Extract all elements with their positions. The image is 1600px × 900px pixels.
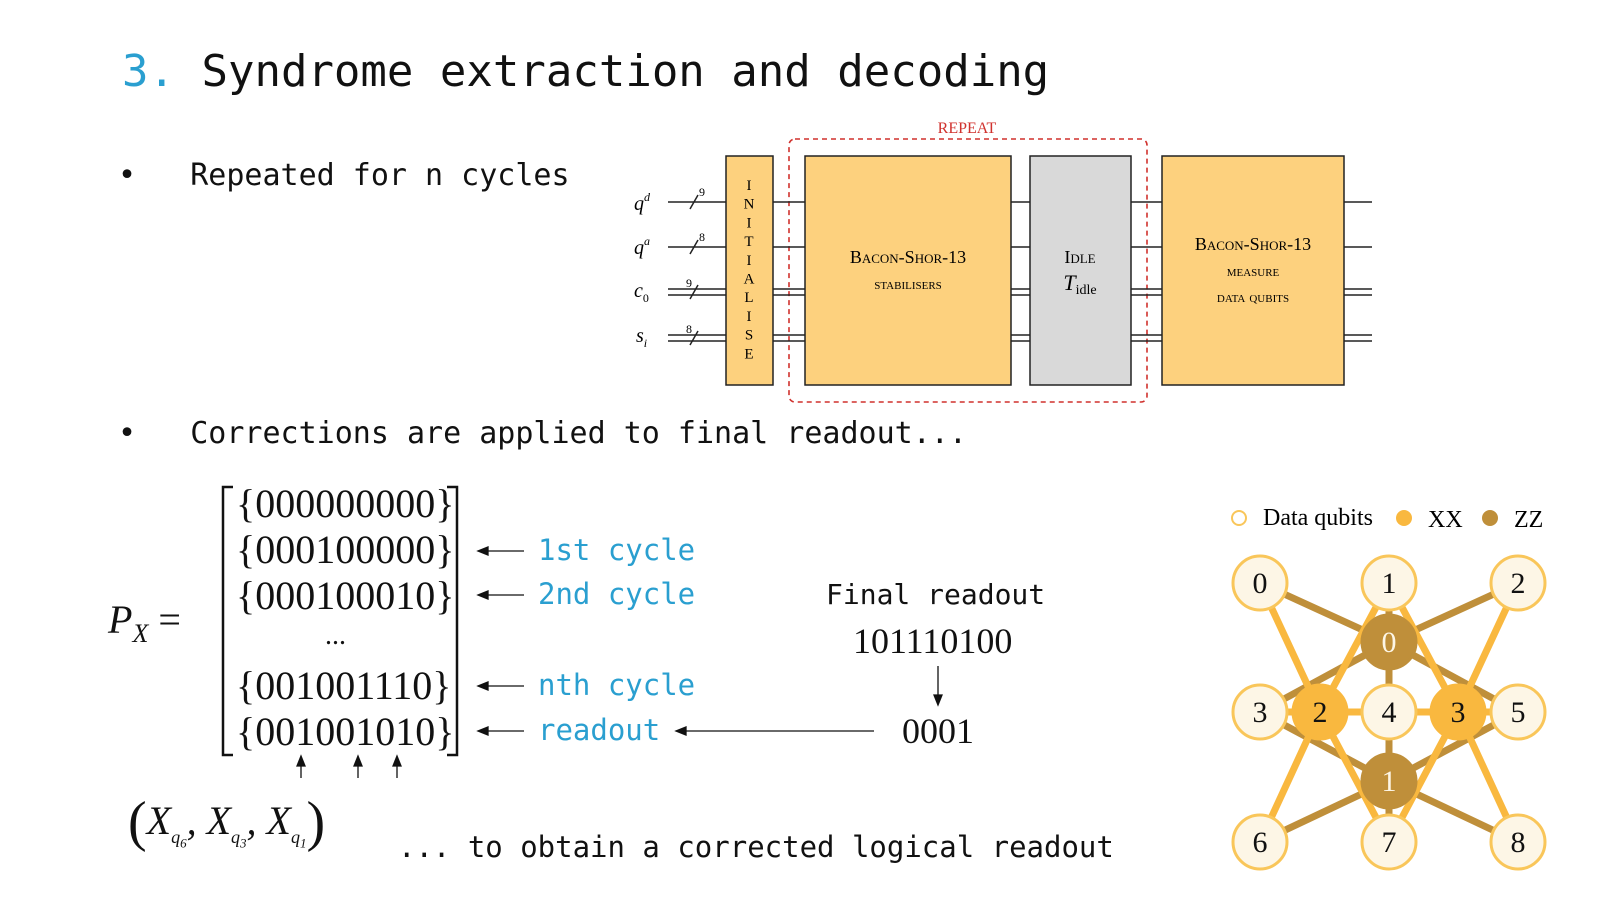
zz-stabiliser-label: 0 bbox=[1382, 626, 1397, 659]
data-qubit bbox=[1231, 683, 1289, 741]
repeat-region bbox=[788, 138, 1148, 403]
data-qubit bbox=[1489, 554, 1547, 612]
measure-line2: measure bbox=[1227, 263, 1280, 280]
bullet-1: • Repeated for n cycles bbox=[118, 158, 570, 193]
data-qubit bbox=[1489, 683, 1547, 741]
slide-title: 3. Syndrome extraction and decoding bbox=[122, 46, 1049, 97]
svg-text:9: 9 bbox=[686, 276, 692, 290]
matrix-brackets bbox=[221, 485, 459, 757]
data-qubit bbox=[1489, 813, 1547, 871]
legend-data-label: Data qubits bbox=[1263, 505, 1373, 531]
svg-text:8: 8 bbox=[699, 230, 705, 244]
data-qubit bbox=[1231, 813, 1289, 871]
matrix-lhs: PX = bbox=[108, 597, 181, 648]
data-qubit-label: 5 bbox=[1511, 696, 1526, 729]
final-readout-label: Final readout bbox=[826, 578, 1046, 611]
label-2nd-cycle: 2nd cycle bbox=[538, 577, 696, 611]
idle-time: Tidle bbox=[1063, 270, 1096, 298]
wire-label-qa: qa bbox=[634, 234, 650, 259]
data-qubit bbox=[1360, 683, 1418, 741]
data-qubit-label: 3 bbox=[1253, 696, 1268, 729]
label-1st-cycle: 1st cycle bbox=[538, 533, 696, 567]
wire-labels: qd qa c0 si bbox=[634, 190, 651, 350]
stabilisers-subtitle: stabilisers bbox=[874, 276, 942, 293]
measure-line3: data qubits bbox=[1217, 289, 1289, 306]
arrows bbox=[296, 546, 943, 778]
initialise-box bbox=[725, 155, 774, 386]
xx-stabiliser bbox=[1291, 683, 1349, 741]
stabilisers-box bbox=[804, 155, 1012, 386]
repeat-label: REPEAT bbox=[938, 120, 997, 137]
lattice-diagram: 0 1 2 3 0 1 2 3 4 5 6 7 8 Data qubits XX ZZ bbox=[1231, 505, 1547, 871]
footer-text: ... to obtain a corrected logical readou… bbox=[398, 830, 1114, 864]
zz-stabiliser bbox=[1360, 613, 1418, 671]
measure-box bbox=[1161, 155, 1345, 386]
legend-xx-label: XX bbox=[1428, 507, 1463, 533]
decoded-value: 0001 bbox=[902, 711, 974, 751]
data-qubit-label: 4 bbox=[1382, 696, 1397, 729]
measure-title: Bacon-Shor-13 bbox=[1195, 234, 1311, 254]
data-qubit bbox=[1360, 813, 1418, 871]
label-nth-cycle: nth cycle bbox=[538, 668, 696, 702]
wire-label-c0: c0 bbox=[634, 280, 649, 305]
title-text: Syndrome extraction and decoding bbox=[201, 46, 1050, 97]
zz-stabiliser-label: 1 bbox=[1382, 765, 1397, 798]
wire-widths: 9 8 9 8 bbox=[686, 185, 705, 336]
legend-data-icon bbox=[1231, 510, 1247, 526]
data-qubit-label: 2 bbox=[1511, 567, 1526, 600]
matrix-row: {001001110} bbox=[236, 663, 452, 708]
data-qubit bbox=[1231, 554, 1289, 612]
matrix-row: {000000000} bbox=[236, 481, 455, 526]
legend-zz-label: ZZ bbox=[1514, 507, 1543, 533]
matrix-row: {000100000} bbox=[236, 527, 455, 572]
svg-text:8: 8 bbox=[686, 322, 692, 336]
data-qubit-label: 7 bbox=[1382, 826, 1397, 859]
data-qubit-label: 0 bbox=[1253, 567, 1268, 600]
legend-xx-icon bbox=[1396, 510, 1412, 526]
final-readout-value: 101110100 bbox=[853, 621, 1013, 661]
tuple-expression: (Xq6, Xq3, Xq1) bbox=[128, 791, 326, 853]
data-qubit-label: 6 bbox=[1253, 826, 1268, 859]
data-qubit bbox=[1360, 554, 1418, 612]
bullet-2-text: Corrections are applied to final readout… bbox=[190, 416, 967, 451]
wire-label-si: si bbox=[636, 325, 647, 350]
idle-title: Idle bbox=[1064, 247, 1095, 267]
xx-stabiliser bbox=[1429, 683, 1487, 741]
bullet-1-text: Repeated for n cycles bbox=[190, 158, 570, 193]
matrix-ellipsis: ... bbox=[325, 620, 346, 651]
xx-stabiliser-label: 2 bbox=[1313, 696, 1328, 729]
svg-text:9: 9 bbox=[699, 185, 705, 199]
idle-box bbox=[1029, 155, 1132, 386]
label-readout: readout bbox=[538, 713, 661, 747]
zz-stabiliser bbox=[1360, 752, 1418, 810]
matrix-row: {000100010} bbox=[236, 573, 455, 618]
stabilisers-title: Bacon-Shor-13 bbox=[850, 247, 966, 267]
section-number: 3. bbox=[122, 46, 175, 97]
legend-zz-icon bbox=[1482, 510, 1498, 526]
data-qubit-label: 8 bbox=[1511, 826, 1526, 859]
wire-label-qd: qd bbox=[634, 190, 651, 215]
data-qubit-label: 1 bbox=[1382, 567, 1397, 600]
xx-stabiliser-label: 3 bbox=[1451, 696, 1466, 729]
matrix-row: {001001010} bbox=[236, 709, 455, 754]
bullet-2: • Corrections are applied to final reado… bbox=[118, 416, 967, 451]
